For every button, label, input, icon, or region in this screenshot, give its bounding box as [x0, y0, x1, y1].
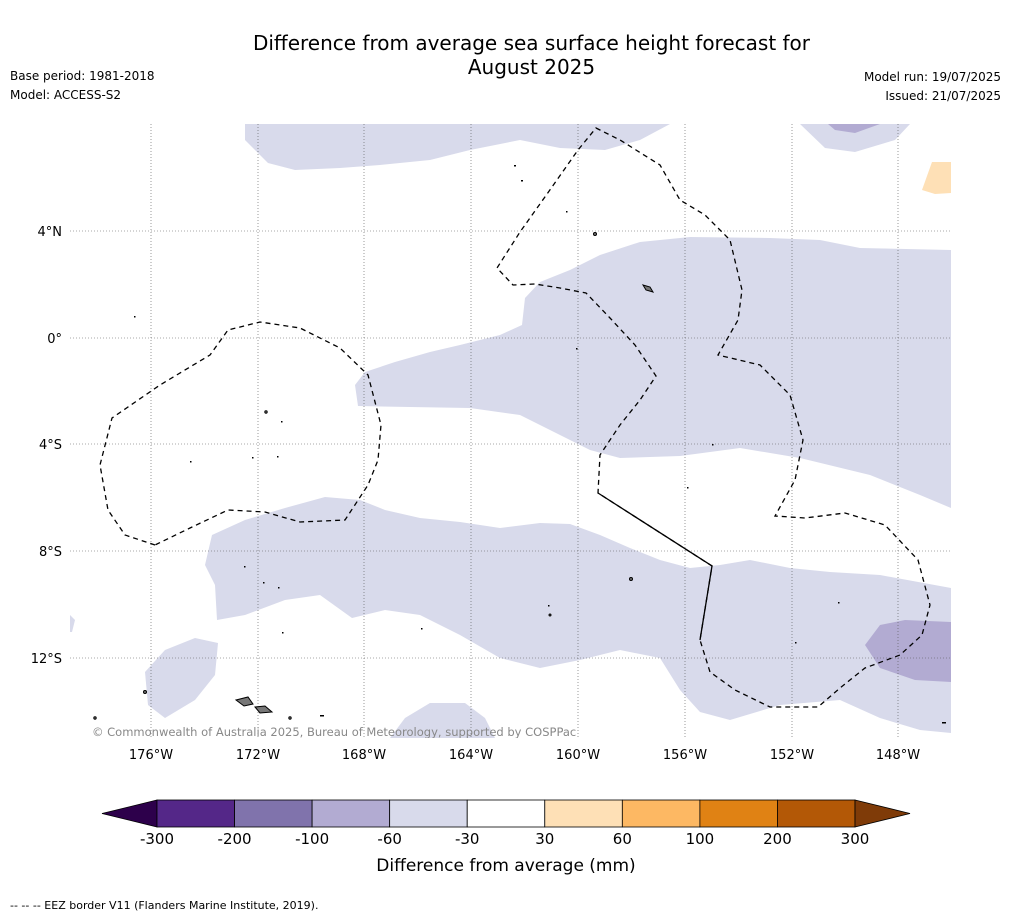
- island-kiritimati: [641, 284, 655, 293]
- shade-region-south: [205, 497, 951, 733]
- lat-label-12s: 12°S: [31, 652, 62, 667]
- colorbar-tick-label: -100: [295, 830, 329, 848]
- eez-border-solid: [597, 492, 713, 641]
- footer-legend: -- -- -- EEZ border V11 (Flanders Marine…: [10, 899, 319, 912]
- island-dot-3: [629, 577, 633, 581]
- colorbar-segments: [156, 799, 856, 828]
- colorbar-tick-labels: -300 -200 -100 -60 -30 30 60 100 200 300: [140, 830, 869, 848]
- shade-region-north: [245, 124, 670, 170]
- graticule: [70, 124, 951, 738]
- island-dot-6: [548, 613, 552, 617]
- lon-label-160w: 160°W: [556, 748, 600, 763]
- colorbar-segment: [777, 799, 856, 828]
- colorbar-segment: [544, 799, 623, 828]
- islands: [93, 232, 655, 720]
- eez-borders: [99, 127, 931, 708]
- island-samoa-1: [234, 696, 254, 707]
- issued-text: Issued: 21/07/2025: [885, 89, 1001, 103]
- lon-label-156w: 156°W: [663, 748, 707, 763]
- meta-left: Base period: 1981-2018 Model: ACCESS-S2: [10, 67, 155, 105]
- colorbar-min-arrow: [101, 799, 158, 828]
- map-title-line2: August 2025: [467, 55, 596, 79]
- island-samoa-2: [254, 705, 274, 714]
- island-dot-5: [288, 716, 292, 720]
- shade-region-west-edge: [70, 615, 75, 632]
- colorbar-tick-label: 300: [841, 830, 870, 848]
- shade-region-bottom: [390, 703, 495, 738]
- eez-border-tokelau: [99, 321, 382, 546]
- anomaly-shading-medium: [828, 124, 951, 682]
- colorbar-tick-label: 100: [686, 830, 715, 848]
- shade-region-ne: [800, 124, 910, 152]
- colorbar-tick-label: 30: [535, 830, 554, 848]
- colorbar-tick-label: -30: [455, 830, 480, 848]
- colorbar-tick-label: -300: [140, 830, 174, 848]
- colorbar-tick-label: -60: [377, 830, 402, 848]
- island-dot-4: [143, 690, 147, 694]
- lat-label-4n: 4°N: [38, 225, 63, 240]
- colorbar-label: Difference from average (mm): [376, 856, 635, 876]
- map-title: Difference from average sea surface heig…: [0, 31, 1011, 79]
- anomaly-shading-light: [70, 124, 951, 738]
- lon-label-152w: 152°W: [770, 748, 814, 763]
- colorbar-segment: [234, 799, 313, 828]
- meta-right: Model run: 19/07/2025 Issued: 21/07/2025: [864, 68, 1001, 106]
- small-islets: [134, 165, 946, 724]
- lon-labels: 176°W 172°W 168°W 164°W 160°W 156°W 152°…: [129, 748, 920, 763]
- shade-medium-se: [865, 620, 951, 682]
- colorbar-tick-label: 200: [763, 830, 792, 848]
- lon-label-148w: 148°W: [876, 748, 920, 763]
- lon-label-172w: 172°W: [236, 748, 280, 763]
- colorbar-segment: [466, 799, 546, 828]
- copyright-text: © Commonwealth of Australia 2025, Bureau…: [92, 725, 576, 739]
- lat-label-8s: 8°S: [39, 545, 62, 560]
- map-area: © Commonwealth of Australia 2025, Bureau…: [70, 124, 951, 739]
- colorbar-segment: [311, 799, 391, 828]
- shade-positive-ne: [922, 162, 951, 194]
- shade-region-equatorial: [355, 237, 951, 508]
- map-title-line1: Difference from average sea surface heig…: [252, 31, 811, 55]
- lon-label-168w: 168°W: [342, 748, 386, 763]
- shade-region-sw: [145, 638, 218, 718]
- eez-border-line-islands-north: [496, 127, 931, 708]
- lat-label-0: 0°: [47, 332, 62, 347]
- colorbar-segment: [621, 799, 701, 828]
- colorbar-segment: [389, 799, 468, 828]
- colorbar-tick-label: -200: [218, 830, 252, 848]
- colorbar-segment: [699, 799, 778, 828]
- island-dot-1: [593, 232, 597, 236]
- colorbar-segment: [156, 799, 235, 828]
- lon-label-176w: 176°W: [129, 748, 173, 763]
- shade-medium-ne: [828, 124, 880, 133]
- lat-labels: 4°N 0° 4°S 8°S 12°S: [31, 225, 62, 667]
- island-dot-2: [264, 410, 268, 414]
- colorbar-max-arrow: [854, 799, 911, 828]
- model-text: Model: ACCESS-S2: [10, 88, 122, 102]
- model-run-text: Model run: 19/07/2025: [863, 70, 1001, 84]
- colorbar-tick-label: 60: [613, 830, 632, 848]
- island-dot-7: [93, 716, 97, 720]
- lon-label-164w: 164°W: [449, 748, 493, 763]
- base-period-text: Base period: 1981-2018: [10, 69, 155, 83]
- lat-label-4s: 4°S: [39, 438, 62, 453]
- colorbar: -300 -200 -100 -60 -30 30 60 100 200 300 Differen…: [101, 799, 911, 876]
